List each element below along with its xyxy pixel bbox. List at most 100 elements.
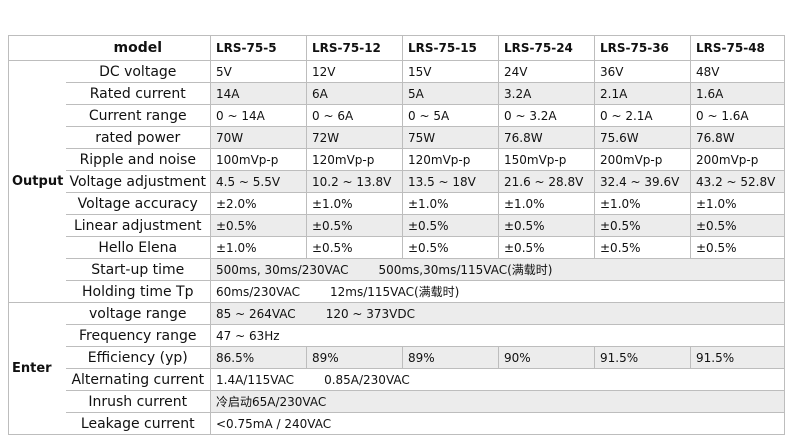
- cell: 24V: [498, 60, 595, 83]
- row-label: rated power: [65, 126, 211, 149]
- cell: 0 ~ 14A: [210, 104, 307, 127]
- cell: 100mVp-p: [210, 148, 307, 171]
- model-name: LRS-75-48: [690, 35, 785, 61]
- cell: 120mVp-p: [306, 148, 403, 171]
- row-label: Rated current: [65, 82, 211, 105]
- cell: 75W: [402, 126, 499, 149]
- cell: 5A: [402, 82, 499, 105]
- cell: 89%: [402, 346, 499, 369]
- cell: 5V: [210, 60, 307, 83]
- section-label: Enter: [8, 302, 66, 435]
- cell: ±0.5%: [498, 214, 595, 237]
- spec-row: Hello Elena ±1.0% ±0.5% ±0.5% ±0.5% ±0.5% ±0.5…: [9, 236, 785, 259]
- cell: ±0.5%: [594, 214, 691, 237]
- row-label: Inrush current: [65, 390, 211, 413]
- cell: ±0.5%: [498, 236, 595, 259]
- cell: 3.2A: [498, 82, 595, 105]
- cell: 89%: [306, 346, 403, 369]
- spec-row: Output DC voltage 5V 12V 15V 24V 36V 48V: [8, 60, 785, 303]
- cell-text: 12ms/115VAC(满载时): [329, 285, 460, 299]
- cell: ±0.5%: [594, 236, 691, 259]
- spec-row: Enter voltage range 85 ~ 264VAC 120 ~ 373VD…: [8, 302, 785, 435]
- cell-text: 85 ~ 264VAC: [216, 306, 296, 321]
- cell: ±1.0%: [402, 192, 499, 215]
- spec-table: model LRS-75-5 LRS-75-12 LRS-75-15 LRS-75-24…: [8, 35, 785, 435]
- cell: 21.6 ~ 28.8V: [498, 170, 595, 193]
- spec-row: Inrush current 冷启动65A/230VAC: [9, 390, 785, 413]
- cell-text: 1.4A/115VAC: [216, 372, 295, 387]
- cell: 15V: [402, 60, 499, 83]
- header-row: model LRS-75-5 LRS-75-12 LRS-75-15 LRS-75-24…: [8, 35, 785, 61]
- model-name: LRS-75-12: [306, 35, 403, 61]
- cell: 10.2 ~ 13.8V: [306, 170, 403, 193]
- cell: ±0.5%: [690, 236, 785, 259]
- cell: 0 ~ 1.6A: [690, 104, 785, 127]
- row-label: Start-up time: [65, 258, 211, 281]
- model-name: LRS-75-24: [498, 35, 595, 61]
- cell: 32.4 ~ 39.6V: [594, 170, 691, 193]
- row-label: Linear adjustment: [65, 214, 211, 237]
- cell: 120mVp-p: [402, 148, 499, 171]
- cell-text: 0.85A/230VAC: [324, 372, 410, 387]
- table-body: model LRS-75-5 LRS-75-12 LRS-75-15 LRS-75-24…: [8, 35, 785, 435]
- corner: [8, 35, 66, 61]
- row-label: Frequency range: [65, 324, 211, 347]
- cell: 76.8W: [498, 126, 595, 149]
- cell: ±1.0%: [498, 192, 595, 215]
- span-cell: 60ms/230VAC 12ms/115VAC(满载时): [210, 280, 785, 303]
- cell: 150mVp-p: [498, 148, 595, 171]
- cell: ±0.5%: [402, 214, 499, 237]
- spec-row: Start-up time 500ms, 30ms/230VAC 500ms,30m…: [9, 258, 785, 281]
- cell: 91.5%: [594, 346, 691, 369]
- cell: 70W: [210, 126, 307, 149]
- cell: 14A: [210, 82, 307, 105]
- cell: 200mVp-p: [594, 148, 691, 171]
- cell-text: 500ms,30ms/115VAC(满载时): [378, 263, 553, 277]
- spec-row: Alternating current 1.4A/115VAC 0.85A/230V…: [9, 368, 785, 391]
- cell: ±1.0%: [306, 192, 403, 215]
- spec-row: Holding time Tp 60ms/230VAC 12ms/115VAC(满载…: [9, 280, 785, 303]
- spec-row: Voltage accuracy ±2.0% ±1.0% ±1.0% ±1.0% ±1.0…: [9, 192, 785, 215]
- spec-row: Efficiency (yp) 86.5% 89% 89% 90% 91.5% 91.5%: [9, 346, 785, 369]
- cell-text: 47 ~ 63Hz: [216, 328, 280, 343]
- span-cell: 47 ~ 63Hz: [210, 324, 785, 347]
- model-name: LRS-75-15: [402, 35, 499, 61]
- cell: 0 ~ 2.1A: [594, 104, 691, 127]
- cell: 72W: [306, 126, 403, 149]
- cell: 91.5%: [690, 346, 785, 369]
- cell: 13.5 ~ 18V: [402, 170, 499, 193]
- cell: 76.8W: [690, 126, 785, 149]
- cell: 2.1A: [594, 82, 691, 105]
- cell: ±1.0%: [594, 192, 691, 215]
- cell: 43.2 ~ 52.8V: [690, 170, 785, 193]
- cell: 4.5 ~ 5.5V: [210, 170, 307, 193]
- section-label: Output: [8, 60, 66, 303]
- row-label: Current range: [65, 104, 211, 127]
- cell: 12V: [306, 60, 403, 83]
- cell: ±0.5%: [306, 214, 403, 237]
- cell: 0 ~ 5A: [402, 104, 499, 127]
- row-label: Hello Elena: [65, 236, 211, 259]
- cell: ±0.5%: [402, 236, 499, 259]
- cell: 90%: [498, 346, 595, 369]
- model-name: LRS-75-5: [210, 35, 307, 61]
- cell-text: 120 ~ 373VDC: [325, 306, 416, 321]
- span-cell: <0.75mA / 240VAC: [210, 412, 785, 435]
- model-name: LRS-75-36: [594, 35, 691, 61]
- cell: 75.6W: [594, 126, 691, 149]
- cell-text: <0.75mA / 240VAC: [216, 416, 332, 431]
- cell: ±0.5%: [210, 214, 307, 237]
- row-label: voltage range: [65, 302, 211, 325]
- cell-text: 500ms, 30ms/230VAC: [216, 263, 349, 277]
- span-cell: 85 ~ 264VAC 120 ~ 373VDC: [210, 302, 785, 325]
- span-cell: 500ms, 30ms/230VAC 500ms,30ms/115VAC(满载时): [210, 258, 785, 281]
- spec-row: Rated current 14A 6A 5A 3.2A 2.1A 1.6A: [9, 82, 785, 105]
- cell-text: 60ms/230VAC: [216, 285, 300, 299]
- row-label: Holding time Tp: [65, 280, 211, 303]
- cell: ±0.5%: [690, 214, 785, 237]
- cell: ±2.0%: [210, 192, 307, 215]
- cell: 48V: [690, 60, 785, 83]
- span-cell: 冷启动65A/230VAC: [210, 390, 785, 413]
- cell: 1.6A: [690, 82, 785, 105]
- row-label: Voltage accuracy: [65, 192, 211, 215]
